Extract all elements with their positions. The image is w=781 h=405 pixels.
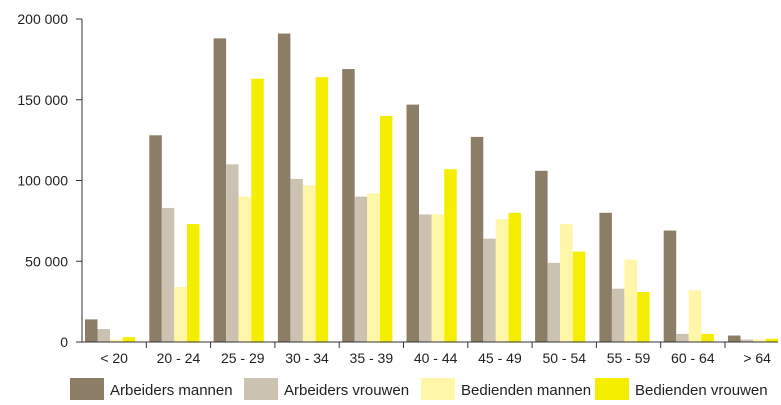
y-tick-label: 200 000 xyxy=(17,11,68,27)
bar-arbeiders-mannen xyxy=(470,136,484,342)
legend-label-bedienden-mannen: Bedienden mannen xyxy=(461,382,591,399)
bar-arbeiders-vrouwen xyxy=(419,214,432,342)
legend-label-arbeiders-vrouwen: Arbeiders vrouwen xyxy=(284,382,409,399)
y-tick-label: 100 000 xyxy=(17,173,68,189)
bar-bedienden-vrouwen xyxy=(187,224,200,342)
x-tick-label: 20 - 24 xyxy=(157,350,201,366)
bars xyxy=(85,33,779,343)
y-axis-ticks: 0 50 000 100 000 150 000 200 000 xyxy=(17,11,82,350)
bar-arbeiders-vrouwen xyxy=(161,207,175,342)
bar-arbeiders-vrouwen xyxy=(226,164,239,342)
bar-arbeiders-vrouwen xyxy=(483,238,496,342)
bar-arbeiders-vrouwen xyxy=(547,262,561,342)
bar-bedienden-vrouwen xyxy=(315,77,329,342)
bar-bedienden-mannen xyxy=(367,193,380,342)
bar-bedienden-mannen xyxy=(624,259,637,342)
bar-bedienden-vrouwen xyxy=(122,337,136,342)
x-tick-label: < 20 xyxy=(100,350,128,366)
legend-label-arbeiders-mannen: Arbeiders mannen xyxy=(110,382,233,399)
legend: Arbeiders mannen Arbeiders vrouwen Bediend… xyxy=(70,378,768,400)
x-tick-label: 50 - 54 xyxy=(542,350,586,366)
legend-swatch-arbeiders-vrouwen xyxy=(244,378,278,400)
bar-arbeiders-vrouwen xyxy=(611,288,625,342)
axes xyxy=(81,19,778,343)
bar-bedienden-vrouwen xyxy=(701,333,714,342)
bar-arbeiders-vrouwen xyxy=(354,196,368,342)
y-tick-label: 150 000 xyxy=(17,92,68,108)
bar-arbeiders-mannen xyxy=(149,135,162,342)
bar-bedienden-vrouwen xyxy=(251,78,264,342)
bar-arbeiders-mannen xyxy=(85,319,98,342)
bar-bedienden-mannen xyxy=(560,224,573,342)
bar-arbeiders-mannen xyxy=(728,335,741,342)
x-tick-label: 55 - 59 xyxy=(607,350,651,366)
x-tick-label: 35 - 39 xyxy=(350,350,394,366)
legend-label-bedienden-vrouwen: Bedienden vrouwen xyxy=(635,382,768,399)
bar-bedienden-mannen xyxy=(302,185,316,342)
bar-arbeiders-mannen xyxy=(535,170,548,342)
legend-swatch-bedienden-vrouwen xyxy=(595,378,629,400)
y-tick-label: 50 000 xyxy=(25,253,68,269)
x-tick-label: 60 - 64 xyxy=(671,350,715,366)
bar-bedienden-mannen xyxy=(238,196,252,342)
x-axis-ticks: < 20 20 - 24 25 - 29 30 - 34 35 - 39 40 - 44 4… xyxy=(100,342,771,366)
bar-bedienden-mannen xyxy=(753,339,766,342)
bar-arbeiders-vrouwen xyxy=(290,178,303,342)
x-tick-label: 45 - 49 xyxy=(478,350,522,366)
x-tick-label: 40 - 44 xyxy=(414,350,458,366)
bar-arbeiders-vrouwen xyxy=(676,333,689,342)
bar-arbeiders-mannen xyxy=(663,230,677,342)
bar-bedienden-vrouwen xyxy=(765,338,779,342)
x-tick-label: 30 - 34 xyxy=(285,350,329,366)
bar-bedienden-vrouwen xyxy=(444,169,457,342)
bar-bedienden-mannen xyxy=(110,339,123,342)
legend-swatch-arbeiders-mannen xyxy=(70,378,104,400)
legend-swatch-bedienden-mannen xyxy=(421,378,455,400)
bar-bedienden-vrouwen xyxy=(572,251,586,342)
y-tick-label: 0 xyxy=(60,334,68,350)
bar-bedienden-mannen xyxy=(688,290,702,342)
bar-arbeiders-mannen xyxy=(213,38,227,342)
bar-arbeiders-mannen xyxy=(599,212,612,342)
bar-arbeiders-mannen xyxy=(277,33,291,342)
bar-bedienden-mannen xyxy=(431,214,444,342)
bar-arbeiders-mannen xyxy=(406,104,419,342)
bar-bedienden-vrouwen xyxy=(508,212,521,342)
bar-bedienden-vrouwen xyxy=(637,291,650,342)
bar-bedienden-mannen xyxy=(174,287,187,342)
x-tick-label: 25 - 29 xyxy=(221,350,265,366)
x-tick-label: > 64 xyxy=(743,350,771,366)
bar-arbeiders-vrouwen xyxy=(97,329,110,342)
bar-bedienden-vrouwen xyxy=(379,115,393,343)
bar-arbeiders-mannen xyxy=(342,69,355,342)
bar-bedienden-mannen xyxy=(495,219,509,342)
bar-arbeiders-vrouwen xyxy=(740,339,753,342)
